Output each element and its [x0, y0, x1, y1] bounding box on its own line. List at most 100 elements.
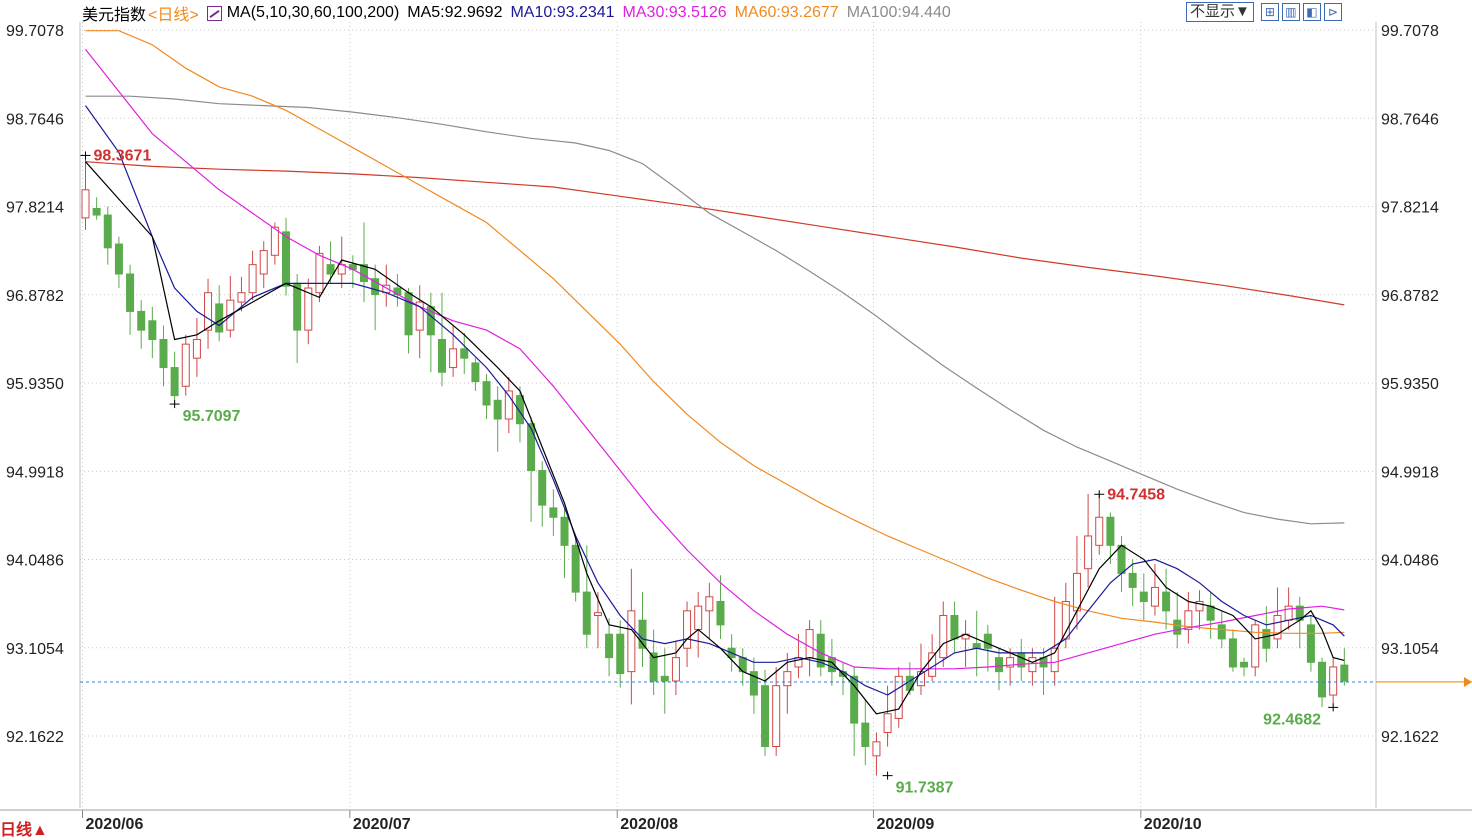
candle-body-up	[883, 713, 892, 733]
candle-body-down	[371, 278, 380, 296]
ma60-line	[85, 30, 1345, 634]
ma-indicator-icon[interactable]	[206, 5, 222, 21]
candle-body-up	[1050, 647, 1059, 673]
high-annotation: 98.3671	[94, 147, 152, 164]
y-tick-label-left: 95.9350	[6, 376, 64, 393]
candle-body-down	[1262, 629, 1271, 649]
y-tick-label-left: 97.8214	[6, 200, 64, 217]
candle-body-down	[1128, 572, 1137, 588]
y-tick-label-right: 92.1622	[1381, 729, 1439, 746]
nav-left-icon[interactable]: ◧	[1302, 3, 1321, 21]
candle-body-up	[1095, 516, 1104, 546]
candle-body-up	[81, 189, 90, 219]
low-annotation: 91.7387	[896, 780, 954, 797]
candle-body-down	[114, 243, 123, 275]
candle-body-down	[560, 516, 569, 546]
ma30-line	[85, 49, 1345, 670]
candle-body-down	[549, 507, 558, 518]
candle-body-down	[638, 619, 647, 649]
ma10-line	[85, 105, 1345, 696]
candle-body-up	[928, 652, 937, 677]
legend-ma30: MA30:93.5126	[622, 4, 727, 21]
x-tick-label: 2020/07	[353, 816, 411, 833]
y-tick-label-right: 95.9350	[1381, 376, 1439, 393]
candle-body-down	[1318, 661, 1327, 698]
candle-body-up	[872, 741, 881, 757]
candle-body-down	[1117, 544, 1126, 574]
candle-body-down	[437, 338, 446, 373]
candle-body-down	[471, 362, 480, 383]
legend-ma5: MA5:92.9692	[407, 4, 503, 21]
candle-body-down	[1217, 624, 1226, 640]
candle-body-down	[92, 208, 101, 216]
candle-body-up	[415, 301, 424, 331]
layout-icon[interactable]: ▥	[1281, 3, 1300, 21]
low-annotation: 95.7097	[183, 408, 241, 425]
candle-body-up	[315, 252, 324, 294]
candle-body-up	[1084, 535, 1093, 570]
candle-body-up	[1150, 586, 1159, 607]
candles-group	[81, 155, 1349, 776]
candle-body-down	[1340, 664, 1349, 682]
ma-params: MA(5,10,30,60,100,200)	[226, 4, 400, 21]
nav-right-icon[interactable]: ⊳	[1323, 3, 1342, 21]
candle-body-down	[326, 264, 335, 275]
candle-body-up	[683, 610, 692, 649]
candle-body-down	[1162, 591, 1171, 612]
candle-body-down	[761, 685, 770, 747]
y-tick-label-right: 93.1054	[1381, 641, 1439, 658]
candle-body-down	[103, 214, 112, 249]
candle-body-down	[482, 381, 491, 406]
x-tick-label: 2020/06	[86, 816, 144, 833]
hide-dropdown-button[interactable]: 不显示▼	[1186, 2, 1254, 22]
candle-body-down	[582, 591, 591, 635]
candle-body-down	[493, 399, 502, 420]
y-tick-label-left: 93.1054	[6, 641, 64, 658]
y-tick-label-right: 94.9918	[1381, 464, 1439, 481]
period-tab[interactable]: 日线▲	[0, 822, 48, 839]
candle-body-down	[850, 675, 859, 724]
candle-body-down	[460, 348, 469, 359]
candle-body-up	[772, 685, 781, 747]
candle-body-up	[805, 629, 814, 659]
candle-body-up	[192, 338, 201, 359]
candle-body-down	[527, 423, 536, 471]
y-tick-label-left: 94.9918	[6, 464, 64, 481]
candle-body-down	[972, 643, 981, 649]
candle-body-up	[248, 264, 257, 294]
candle-body-down	[861, 722, 870, 747]
y-tick-label-left: 98.7646	[6, 111, 64, 128]
candle-body-down	[137, 310, 146, 331]
candle-body-up	[705, 596, 714, 612]
candle-body-down	[170, 367, 179, 397]
candle-body-down	[1306, 624, 1315, 663]
instrument-name: 美元指数	[82, 7, 147, 24]
candle-body-up	[939, 615, 948, 659]
grid-icon[interactable]: ⊞	[1260, 3, 1279, 21]
candle-body-up	[181, 343, 190, 387]
high-annotation: 94.7458	[1107, 486, 1165, 503]
price-marker-arrow	[1464, 676, 1472, 687]
candle-body-down	[994, 657, 1003, 673]
y-tick-label-right: 94.0486	[1381, 553, 1439, 570]
x-tick-label: 2020/09	[876, 816, 934, 833]
ma100-line	[85, 95, 1345, 525]
candle-body-up	[270, 226, 279, 256]
low-annotation: 92.4682	[1263, 711, 1321, 728]
candle-body-up	[1195, 600, 1204, 612]
x-tick-label: 2020/08	[620, 816, 678, 833]
candle-body-up	[1329, 666, 1338, 696]
candle-body-down	[148, 320, 157, 340]
y-tick-label-left: 96.8782	[6, 288, 64, 305]
candle-body-up	[593, 612, 602, 617]
legend: 美元指数 <日线> MA(5,10,30,60,100,200) MA5:92.…	[82, 3, 959, 24]
candle-body-down	[1173, 619, 1182, 635]
candle-body-up	[894, 675, 903, 719]
candle-body-down	[1206, 605, 1215, 621]
period-label[interactable]: <日线>	[148, 7, 199, 24]
candle-body-up	[304, 287, 313, 331]
candle-body-down	[616, 633, 625, 675]
candle-body-up	[1006, 657, 1015, 668]
ma5-line	[85, 161, 1345, 715]
